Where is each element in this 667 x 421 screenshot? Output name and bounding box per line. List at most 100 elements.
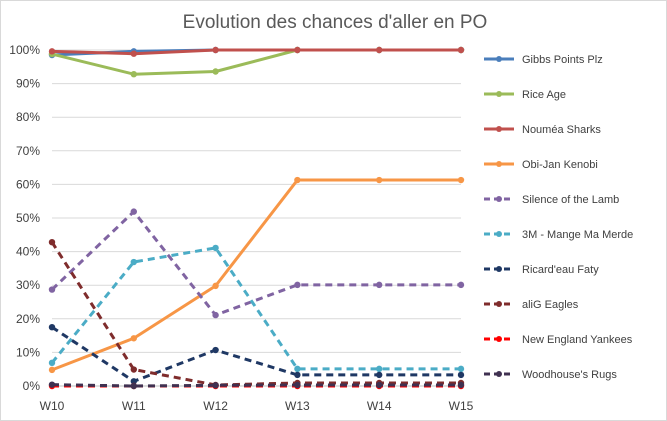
y-tick-label: 70% xyxy=(16,144,40,158)
series-2 xyxy=(48,46,465,57)
x-tick-label: W11 xyxy=(122,399,146,413)
data-point xyxy=(457,365,465,373)
y-tick-label: 20% xyxy=(16,312,40,326)
legend-item: Obi-Jan Kenobi xyxy=(484,159,598,171)
data-point xyxy=(130,50,137,57)
data-point xyxy=(294,176,301,184)
data-point xyxy=(48,324,56,331)
legend-label: Silence of the Lamb xyxy=(522,194,619,206)
data-point xyxy=(48,286,56,293)
data-point xyxy=(376,46,383,54)
series-line xyxy=(50,178,463,372)
data-point xyxy=(48,366,56,374)
series-line xyxy=(50,246,461,371)
data-point xyxy=(294,371,301,379)
data-point xyxy=(48,238,56,246)
series-line xyxy=(50,241,461,387)
legend-item: Ricard'eau Faty xyxy=(484,264,599,276)
legend-label: Gibbs Points Plz xyxy=(522,54,603,66)
legend-item: Rice Age xyxy=(484,89,566,101)
legend-marker xyxy=(496,56,502,62)
data-point xyxy=(294,281,301,289)
legend-item: Nouméa Sharks xyxy=(484,124,601,136)
data-point xyxy=(212,282,219,290)
legend-label: Rice Age xyxy=(522,89,566,101)
data-point xyxy=(376,281,383,289)
legend-item: 3M - Mange Ma Merde xyxy=(484,229,633,241)
data-point xyxy=(457,176,465,184)
legend-marker xyxy=(496,196,502,202)
data-point xyxy=(130,70,137,78)
data-point xyxy=(212,311,219,319)
legend-marker xyxy=(496,126,502,132)
data-point xyxy=(376,371,383,379)
data-point xyxy=(294,365,301,373)
data-point xyxy=(212,46,219,54)
series-line xyxy=(50,48,463,56)
data-point xyxy=(48,381,56,388)
data-point xyxy=(48,359,56,367)
y-tick-label: 40% xyxy=(16,245,40,259)
y-tick-label: 30% xyxy=(16,278,40,292)
legend-marker xyxy=(496,266,502,272)
x-tick-label: W13 xyxy=(285,399,310,413)
legend-item: Silence of the Lamb xyxy=(484,194,619,206)
series-4 xyxy=(48,208,465,319)
x-tick-label: W12 xyxy=(203,399,228,413)
y-tick-label: 50% xyxy=(16,211,40,225)
series-line xyxy=(50,210,461,317)
legend-label: aliG Eagles xyxy=(522,299,579,311)
y-tick-label: 90% xyxy=(16,77,40,91)
legend-marker xyxy=(496,161,502,167)
data-point xyxy=(130,366,137,373)
data-point xyxy=(376,176,383,184)
series-6 xyxy=(48,324,465,385)
legend-item: Woodhouse's Rugs xyxy=(484,369,617,381)
data-point xyxy=(212,382,219,389)
legend-item: New England Yankees xyxy=(484,334,633,346)
legend: Gibbs Points Plz Rice Age Nouméa Sharks Obi… xyxy=(484,54,633,381)
x-tick-label: W15 xyxy=(449,399,474,413)
legend-label: Obi-Jan Kenobi xyxy=(522,159,598,171)
legend-marker xyxy=(496,231,502,237)
x-tick-label: W10 xyxy=(40,399,65,413)
y-tick-label: 60% xyxy=(16,177,40,191)
series-9 xyxy=(48,381,465,390)
x-tick-label: W14 xyxy=(367,399,392,413)
data-point xyxy=(376,365,383,373)
data-point xyxy=(130,335,137,342)
axes: 0% 10% 20% 30% 40% 50% 60% 70% 80% 90% 100% W10 W11 W… xyxy=(9,43,473,413)
chart-title: Evolution des chances d'aller en PO xyxy=(183,12,488,33)
data-point xyxy=(130,378,137,385)
y-tick-label: 10% xyxy=(16,345,40,359)
legend-item: aliG Eagles xyxy=(484,299,579,311)
series-line xyxy=(51,383,461,388)
y-tick-label: 80% xyxy=(16,110,40,124)
legend-label: New England Yankees xyxy=(522,334,633,346)
series-3 xyxy=(48,176,465,374)
y-tick-label: 0% xyxy=(23,379,41,393)
legend-label: 3M - Mange Ma Merde xyxy=(522,229,633,241)
data-point xyxy=(130,382,137,390)
data-point xyxy=(212,346,219,354)
legend-label: Woodhouse's Rugs xyxy=(522,369,617,381)
legend-marker xyxy=(496,336,502,342)
data-point xyxy=(294,46,301,54)
series-5 xyxy=(48,244,465,373)
data-point xyxy=(130,208,137,215)
series-line xyxy=(51,325,461,383)
series-lines xyxy=(48,46,465,390)
data-point xyxy=(376,381,383,389)
legend-marker xyxy=(496,371,502,377)
data-point xyxy=(212,244,219,252)
data-point xyxy=(457,371,465,379)
legend-item: Gibbs Points Plz xyxy=(484,54,603,66)
legend-label: Ricard'eau Faty xyxy=(522,264,599,276)
data-point xyxy=(294,381,301,389)
series-7 xyxy=(48,238,465,389)
legend-marker xyxy=(496,301,502,307)
y-tick-label: 100% xyxy=(9,43,40,57)
data-point xyxy=(457,46,465,54)
